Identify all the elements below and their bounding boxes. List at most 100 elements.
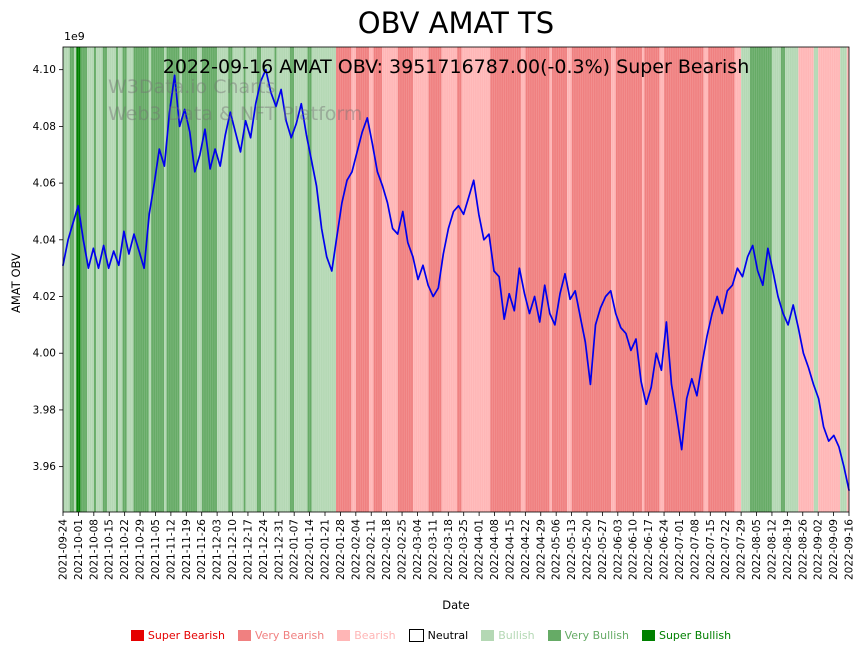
- sentiment-band-very_bullish: [166, 47, 180, 512]
- x-tick-label: 2022-05-13: [566, 519, 578, 580]
- sentiment-band-bearish: [734, 47, 742, 512]
- sentiment-band-very_bearish: [551, 47, 568, 512]
- x-tick-label: 2022-04-29: [535, 519, 547, 580]
- sentiment-band-super_bullish: [76, 47, 81, 512]
- legend-swatch: [641, 630, 655, 641]
- x-tick-label: 2022-03-04: [412, 519, 424, 580]
- legend-swatch: [237, 630, 251, 641]
- x-tick-label: 2021-10-08: [88, 519, 100, 580]
- x-tick-label: 2022-03-18: [443, 519, 455, 580]
- sentiment-band-very_bullish: [307, 47, 312, 512]
- obv-line: [62, 68, 850, 492]
- legend-item: Very Bearish: [237, 629, 324, 642]
- sentiment-band-very_bullish: [93, 47, 97, 512]
- sentiment-band-bullish: [741, 47, 750, 512]
- sentiment-band-bullish: [118, 47, 123, 512]
- sentiment-band-very_bullish: [228, 47, 233, 512]
- x-tick-label: 2022-03-25: [458, 519, 470, 580]
- x-tick-label: 2022-07-22: [720, 519, 732, 580]
- x-tick-label: 2022-08-19: [782, 519, 794, 580]
- x-tick-label: 2022-01-14: [304, 519, 316, 580]
- sentiment-legend: Super Bearish Very Bearish Bearish Neutral B…: [0, 629, 862, 642]
- sentiment-band-very_bullish: [115, 47, 119, 512]
- x-tick-label: 2021-11-12: [165, 519, 177, 580]
- x-tick-label: 2021-12-17: [242, 519, 254, 580]
- legend-label: Super Bullish: [658, 629, 732, 642]
- sentiment-band-very_bearish: [708, 47, 735, 512]
- x-tick-label: 2022-06-17: [643, 519, 655, 580]
- y-axis-offset-label: 1e9: [64, 30, 85, 43]
- sentiment-band-bearish: [520, 47, 526, 512]
- legend-swatch: [408, 629, 424, 642]
- sentiment-band-very_bullish: [274, 47, 277, 512]
- sentiment-band-very_bullish: [102, 47, 108, 512]
- x-tick-label: 2021-10-29: [135, 519, 147, 580]
- legend-item: Neutral: [408, 629, 469, 642]
- x-tick-label: 2022-05-27: [597, 519, 609, 580]
- sentiment-band-very_bearish: [336, 47, 352, 512]
- x-tick-label: 2022-09-02: [813, 519, 825, 580]
- sentiment-band-bearish: [369, 47, 374, 512]
- sentiment-band-very_bearish: [397, 47, 414, 512]
- sentiment-band-very_bullish: [289, 47, 295, 512]
- x-tick-label: 2022-09-16: [844, 519, 856, 580]
- y-tick-label: 4.02: [33, 291, 56, 303]
- x-tick-label: 2022-02-25: [397, 519, 409, 580]
- x-tick-label: 2021-12-03: [212, 519, 224, 580]
- x-tick-label: 2022-02-11: [366, 519, 378, 580]
- x-tick-label: 2022-07-29: [736, 519, 748, 580]
- x-tick-label: 2022-07-08: [689, 519, 701, 580]
- sentiment-band-bearish: [846, 47, 849, 512]
- x-axis-label: Date: [442, 598, 470, 612]
- y-tick-label: 3.98: [33, 404, 56, 416]
- x-tick-label: 2022-09-09: [828, 519, 840, 580]
- legend-item: Bullish: [481, 629, 535, 642]
- x-tick-label: 2021-11-05: [150, 519, 162, 580]
- sentiment-band-bullish: [126, 47, 134, 512]
- sentiment-band-bullish: [232, 47, 244, 512]
- sentiment-band-bearish: [611, 47, 616, 512]
- x-tick-label: 2021-09-24: [58, 519, 70, 580]
- x-tick-label: 2022-01-21: [320, 519, 332, 580]
- x-tick-label: 2022-08-26: [797, 519, 809, 580]
- x-tick-label: 2022-06-24: [659, 519, 671, 580]
- x-tick-label: 2022-06-03: [612, 519, 624, 580]
- sentiment-band-bearish: [703, 47, 709, 512]
- sentiment-band-very_bearish: [525, 47, 550, 512]
- sentiment-band-bearish: [382, 47, 398, 512]
- legend-label: Very Bullish: [564, 629, 629, 642]
- y-tick-label: 4.00: [33, 348, 56, 360]
- x-tick-label: 2022-03-11: [427, 519, 439, 580]
- sentiment-band-very_bearish: [490, 47, 521, 512]
- legend-swatch: [547, 630, 561, 641]
- sentiment-band-bullish: [197, 47, 202, 512]
- x-tick-label: 2022-02-18: [381, 519, 393, 580]
- legend-item: Very Bullish: [547, 629, 629, 642]
- x-tick-label: 2021-10-01: [73, 519, 85, 580]
- sentiment-band-bullish: [164, 47, 167, 512]
- y-tick-label: 4.04: [33, 234, 57, 246]
- legend-label: Neutral: [427, 629, 469, 642]
- sentiment-band-bearish: [818, 47, 841, 512]
- sentiment-band-bearish: [642, 47, 645, 512]
- legend-label: Super Bearish: [147, 629, 225, 642]
- sentiment-band-bearish: [461, 47, 491, 512]
- x-tick-label: 2022-07-01: [674, 519, 686, 580]
- y-axis-label: AMAT OBV: [9, 253, 23, 313]
- x-tick-label: 2022-07-15: [705, 519, 717, 580]
- x-tick-label: 2022-05-06: [551, 519, 563, 580]
- sentiment-band-very_bearish: [373, 47, 383, 512]
- sentiment-band-bearish: [441, 47, 458, 512]
- y-tick-label: 3.96: [33, 461, 57, 473]
- x-tick-label: 2021-10-22: [119, 519, 131, 580]
- sentiment-band-bullish: [294, 47, 308, 512]
- x-tick-label: 2022-04-15: [504, 519, 516, 580]
- sentiment-band-very_bullish: [780, 47, 786, 512]
- legend-item: Bearish: [337, 629, 396, 642]
- x-tick-label: 2022-08-05: [751, 519, 763, 580]
- x-tick-label: 2021-11-26: [196, 519, 208, 580]
- sentiment-band-very_bullish: [80, 47, 88, 512]
- sentiment-band-very_bullish: [151, 47, 165, 512]
- x-tick-label: 2022-04-22: [520, 519, 532, 580]
